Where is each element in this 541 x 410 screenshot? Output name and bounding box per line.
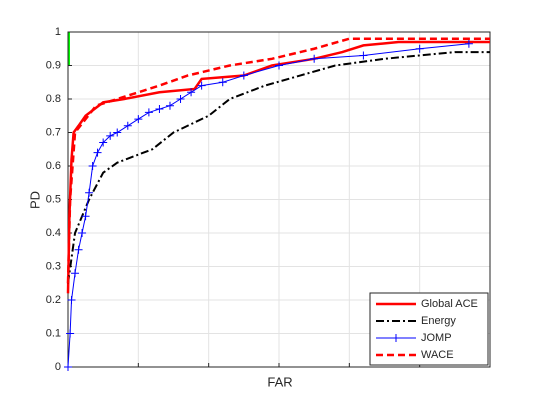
point-marker — [93, 148, 102, 157]
point-marker — [155, 105, 164, 114]
point-marker — [85, 188, 94, 197]
point-marker — [123, 121, 132, 130]
point-marker — [464, 39, 473, 48]
point-marker — [81, 212, 90, 221]
series-line — [67, 51, 490, 284]
y-tick-label: 0.4 — [46, 227, 61, 239]
point-marker — [197, 81, 206, 90]
point-marker — [144, 108, 153, 117]
point-marker — [415, 44, 424, 53]
point-marker — [275, 61, 283, 70]
point-marker — [88, 162, 97, 170]
y-tick-label: 0.5 — [46, 193, 61, 205]
point-marker — [66, 329, 75, 338]
point-marker — [67, 296, 76, 304]
y-tick-label: 0.6 — [46, 160, 61, 172]
point-marker — [71, 269, 80, 278]
x-axis-label: FAR — [267, 374, 292, 389]
y-tick-label: 0.9 — [46, 59, 61, 71]
y-tick-label: 0.2 — [46, 294, 61, 306]
point-marker — [239, 71, 248, 80]
point-marker — [134, 115, 143, 124]
legend-label: WACE — [421, 349, 454, 361]
legend-label: JOMP — [421, 332, 452, 344]
point-marker — [99, 138, 108, 147]
legend-label: Global ACE — [421, 298, 478, 310]
series-line — [66, 40, 490, 294]
point-marker — [78, 229, 87, 237]
point-marker — [187, 88, 196, 97]
series-line — [66, 37, 490, 284]
y-tick-label: 1 — [55, 26, 61, 38]
y-tick-label: 0.3 — [46, 260, 61, 272]
y-tick-label: 0.8 — [46, 93, 61, 105]
point-marker — [113, 128, 122, 137]
series-line — [67, 43, 469, 368]
legend-marker — [392, 334, 400, 342]
axes-box — [67, 31, 491, 368]
y-tick-label: 0 — [55, 361, 61, 373]
point-marker — [359, 51, 368, 60]
point-marker — [106, 131, 115, 140]
legend-label: Energy — [421, 315, 456, 327]
point-marker — [218, 78, 227, 87]
point-marker — [74, 245, 83, 254]
point-marker — [165, 101, 174, 110]
point-marker — [310, 54, 319, 63]
y-tick-label: 0.1 — [46, 327, 61, 339]
y-tick-label: 0.7 — [46, 126, 61, 138]
y-axis-label: PD — [27, 191, 42, 209]
point-marker — [64, 363, 72, 371]
point-marker — [176, 95, 185, 103]
